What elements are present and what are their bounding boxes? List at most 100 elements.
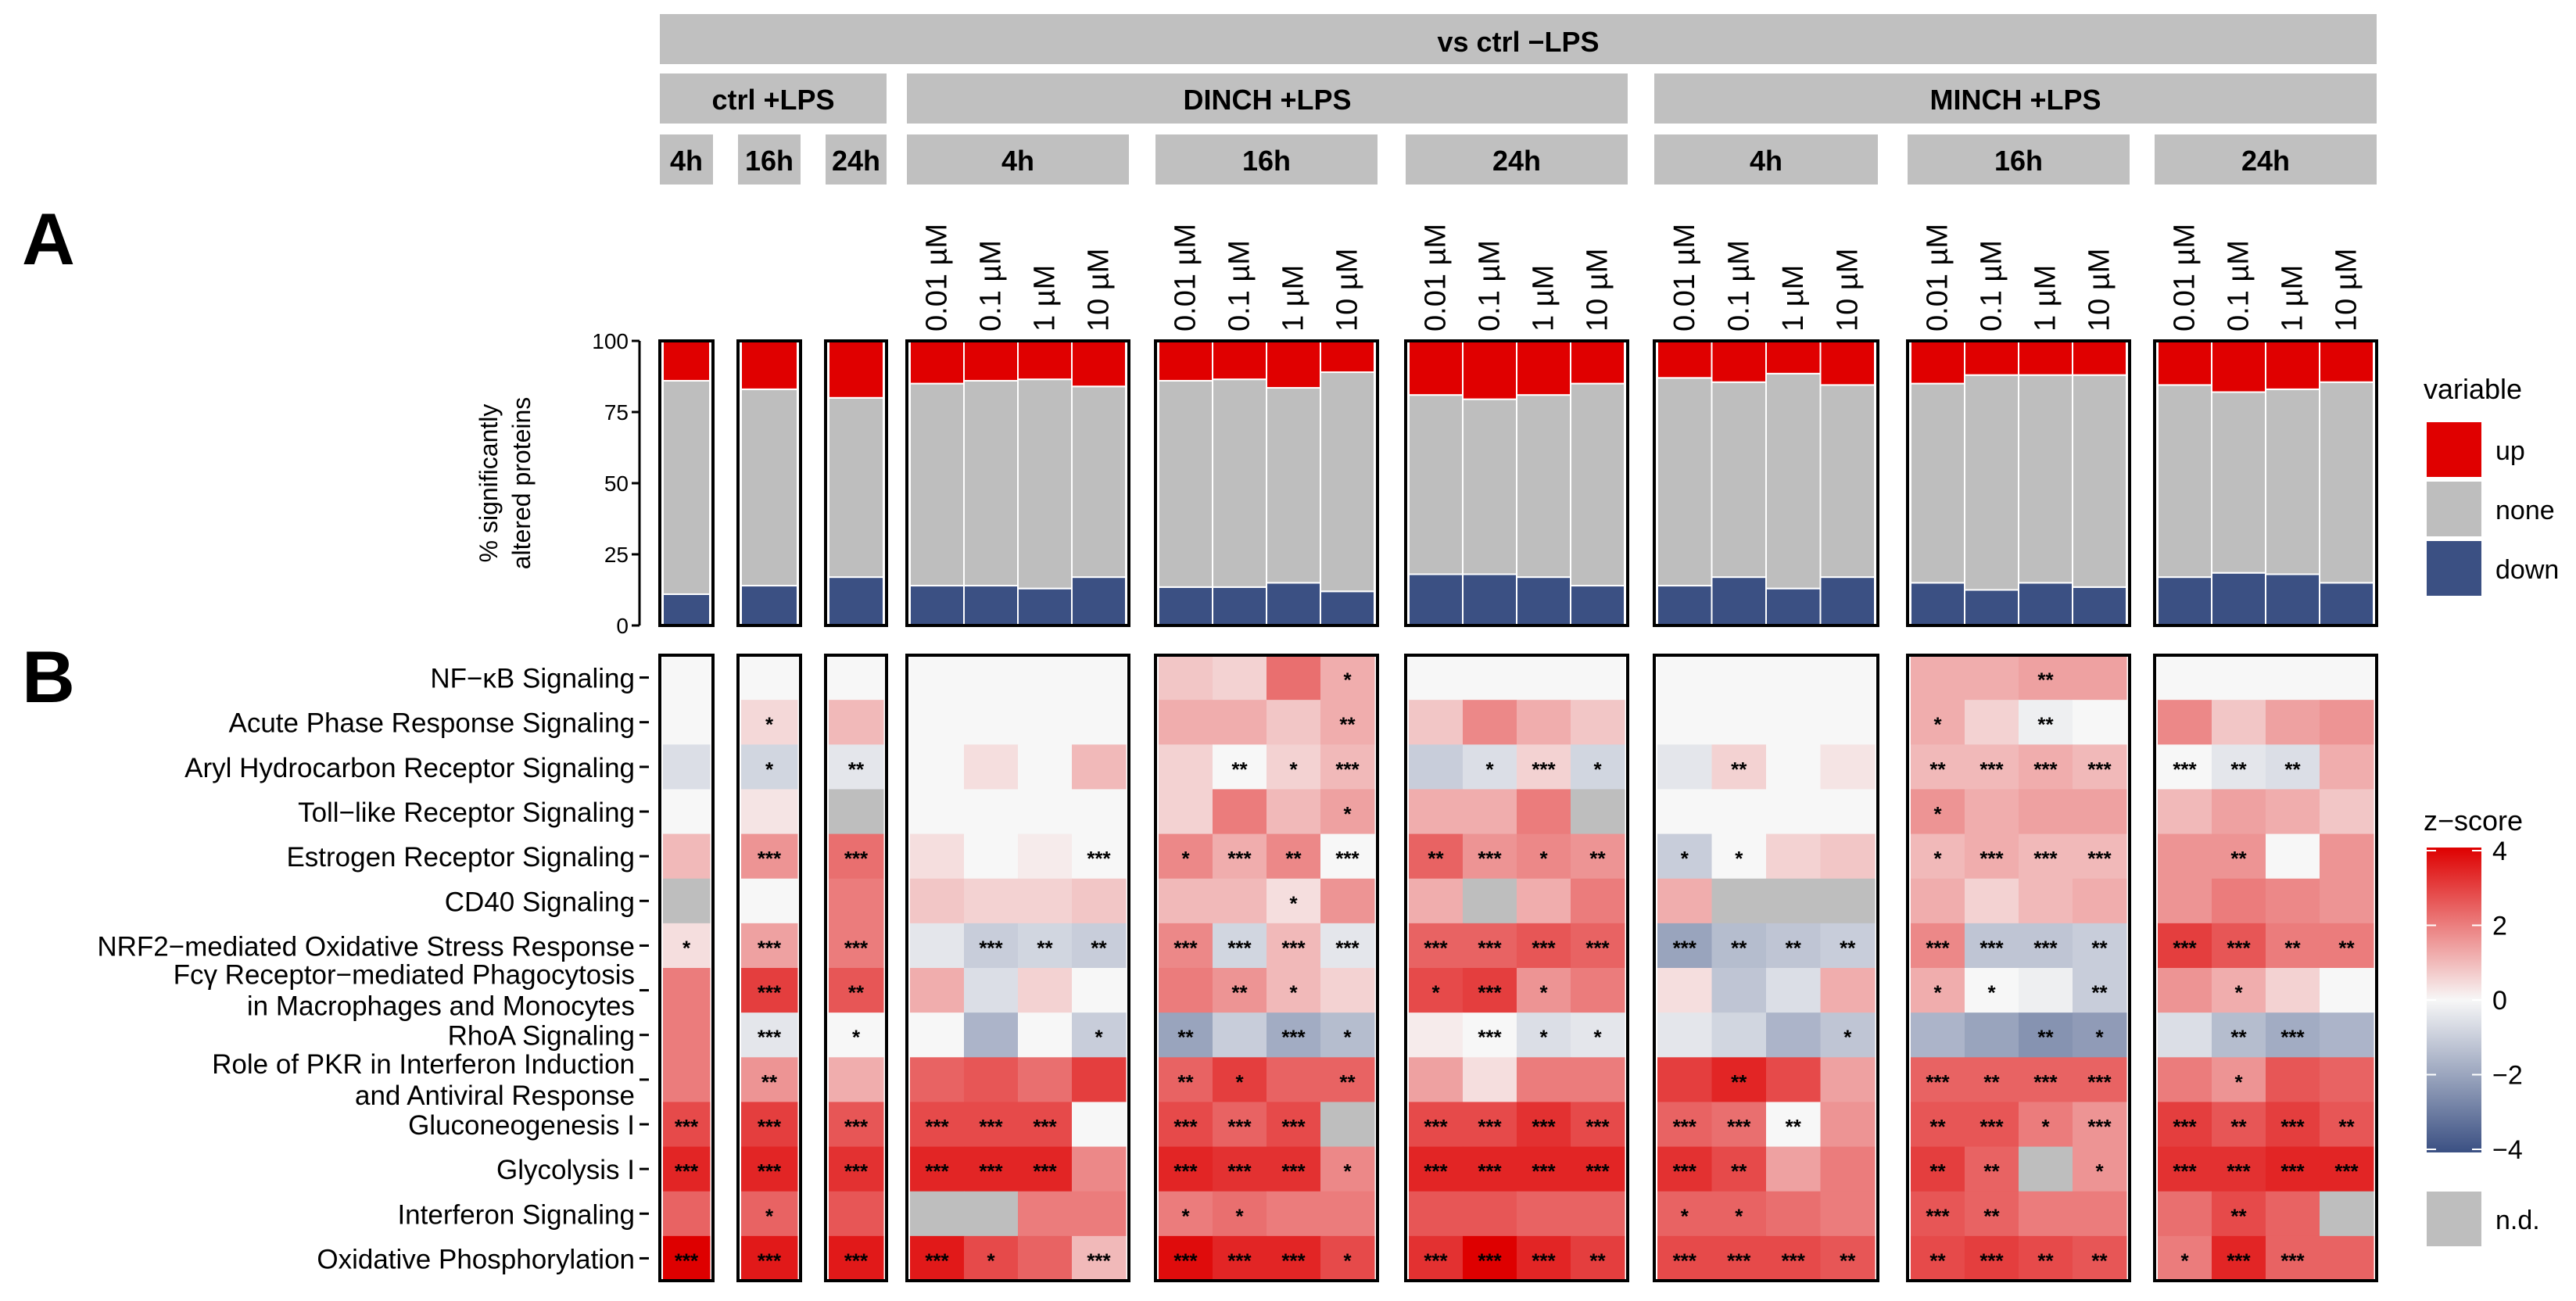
significance-mark: ** <box>1840 1249 1856 1272</box>
heatmap-cell <box>2019 1146 2073 1192</box>
panel-frame <box>2153 654 2378 1282</box>
bar-segment <box>2157 384 2212 579</box>
row-label: Glycolysis I <box>496 1155 635 1185</box>
heatmap-cell <box>1820 923 1876 969</box>
significance-mark: * <box>1235 1204 1244 1228</box>
heatmap-cell <box>1965 923 2019 969</box>
heatmap-cell <box>2158 789 2212 835</box>
significance-mark: *** <box>1979 1115 2004 1138</box>
panel-frame <box>1404 654 1629 1282</box>
significance-mark: ** <box>2230 758 2247 781</box>
panel-frame <box>824 654 888 1282</box>
significance-mark: *** <box>844 847 869 870</box>
significance-mark: *** <box>1727 1115 1751 1138</box>
heatmap-cell <box>1766 833 1821 880</box>
significance-mark: *** <box>2033 847 2058 870</box>
significance-mark: *** <box>1478 1159 1502 1183</box>
heatmap-cell <box>1911 1102 1965 1148</box>
heatmap-cell <box>2320 878 2374 924</box>
heatmap-cell <box>2212 878 2266 924</box>
strip-time-label: 4h <box>670 145 703 177</box>
y-tick-label: 25 <box>604 543 629 567</box>
heatmap-cell <box>1766 789 1821 835</box>
significance-mark: *** <box>844 1159 869 1183</box>
bar-segment <box>1158 379 1213 588</box>
significance-mark: * <box>2234 1070 2243 1094</box>
significance-mark: ** <box>1983 1204 2000 1228</box>
heatmap-cell <box>1267 878 1321 924</box>
significance-mark: * <box>1987 981 1996 1005</box>
heatmap-cell <box>1571 655 1625 701</box>
heatmap-cell <box>1517 700 1571 745</box>
heatmap-cell <box>829 1057 884 1102</box>
significance-mark: *** <box>1979 847 2004 870</box>
significance-mark: *** <box>1281 1249 1306 1272</box>
significance-mark: *** <box>675 1249 699 1272</box>
heatmap-cell <box>2266 655 2320 701</box>
heatmap-cell <box>1159 1102 1213 1148</box>
heatmap-cell <box>1267 1012 1321 1058</box>
heatmap-cell <box>1657 878 1712 924</box>
heatmap-cell <box>1711 1057 1767 1102</box>
significance-mark: *** <box>1281 936 1306 959</box>
heatmap-cell <box>663 744 711 790</box>
heatmap-cell <box>2266 1235 2320 1281</box>
bar-segment <box>740 388 798 587</box>
heatmap-cell <box>1213 1102 1267 1148</box>
heatmap-cell <box>1657 1191 1712 1237</box>
heatmap-cell <box>1517 744 1571 790</box>
significance-mark: *** <box>758 1249 782 1272</box>
heatmap-cell <box>1965 1191 2019 1237</box>
bar-segment <box>1964 589 2019 626</box>
significance-mark: ** <box>1037 936 1053 959</box>
bar-segment <box>1516 394 1571 579</box>
heatmap-cell <box>1517 655 1571 701</box>
heatmap-cell <box>741 789 798 835</box>
significance-mark: *** <box>1673 936 1697 959</box>
heatmap-cell <box>2158 1012 2212 1058</box>
heatmap-cell <box>829 1146 884 1192</box>
heatmap-cell <box>1159 1057 1213 1102</box>
strip-time <box>907 134 1129 185</box>
heatmap-cell <box>1711 789 1767 835</box>
colorbar-label: −4 <box>2492 1135 2523 1165</box>
panel-frame <box>2153 339 2378 627</box>
heatmap-cell <box>1409 744 1464 790</box>
heatmap-cell <box>1409 1102 1464 1148</box>
significance-mark: *** <box>844 1115 869 1138</box>
heatmap-cell <box>2320 744 2374 790</box>
heatmap-cell <box>1267 1146 1321 1192</box>
significance-mark: *** <box>1173 1159 1198 1183</box>
heatmap-cell <box>741 655 798 701</box>
significance-mark: *** <box>844 1249 869 1272</box>
significance-mark: ** <box>2230 1204 2247 1228</box>
concentration-label: 1 µM <box>2277 265 2309 332</box>
heatmap-cell <box>2212 1057 2266 1102</box>
heatmap-cell <box>1965 1235 2019 1281</box>
significance-mark: *** <box>979 1115 1003 1138</box>
significance-mark: *** <box>2033 936 2058 959</box>
heatmap-cell <box>1571 878 1625 924</box>
significance-mark: *** <box>2087 758 2112 781</box>
concentration-label: 0.1 µM <box>1224 240 1256 332</box>
legend-label: up <box>2495 436 2525 466</box>
heatmap-cell <box>663 833 711 880</box>
bar-segment <box>1819 340 1876 386</box>
row-label: and Antiviral Response <box>355 1081 635 1111</box>
heatmap-cell <box>1409 1191 1464 1237</box>
significance-mark: *** <box>1424 1249 1448 1272</box>
concentration-label: 0.01 µM <box>1668 224 1701 332</box>
heatmap-cell <box>2212 1102 2266 1148</box>
significance-mark: *** <box>2334 1159 2359 1183</box>
significance-mark: ** <box>2338 1115 2355 1138</box>
heatmap-cell <box>1018 968 1073 1013</box>
significance-mark: * <box>1933 981 1942 1005</box>
significance-mark: *** <box>1673 1115 1697 1138</box>
y-axis-label: altered proteins <box>507 397 536 570</box>
significance-mark: ** <box>2037 1249 2054 1272</box>
heatmap-cell <box>1267 1102 1321 1148</box>
significance-mark: ** <box>1929 758 1946 781</box>
significance-mark: *** <box>1087 847 1111 870</box>
heatmap-cell <box>829 1102 884 1148</box>
heatmap-cell <box>910 655 965 701</box>
